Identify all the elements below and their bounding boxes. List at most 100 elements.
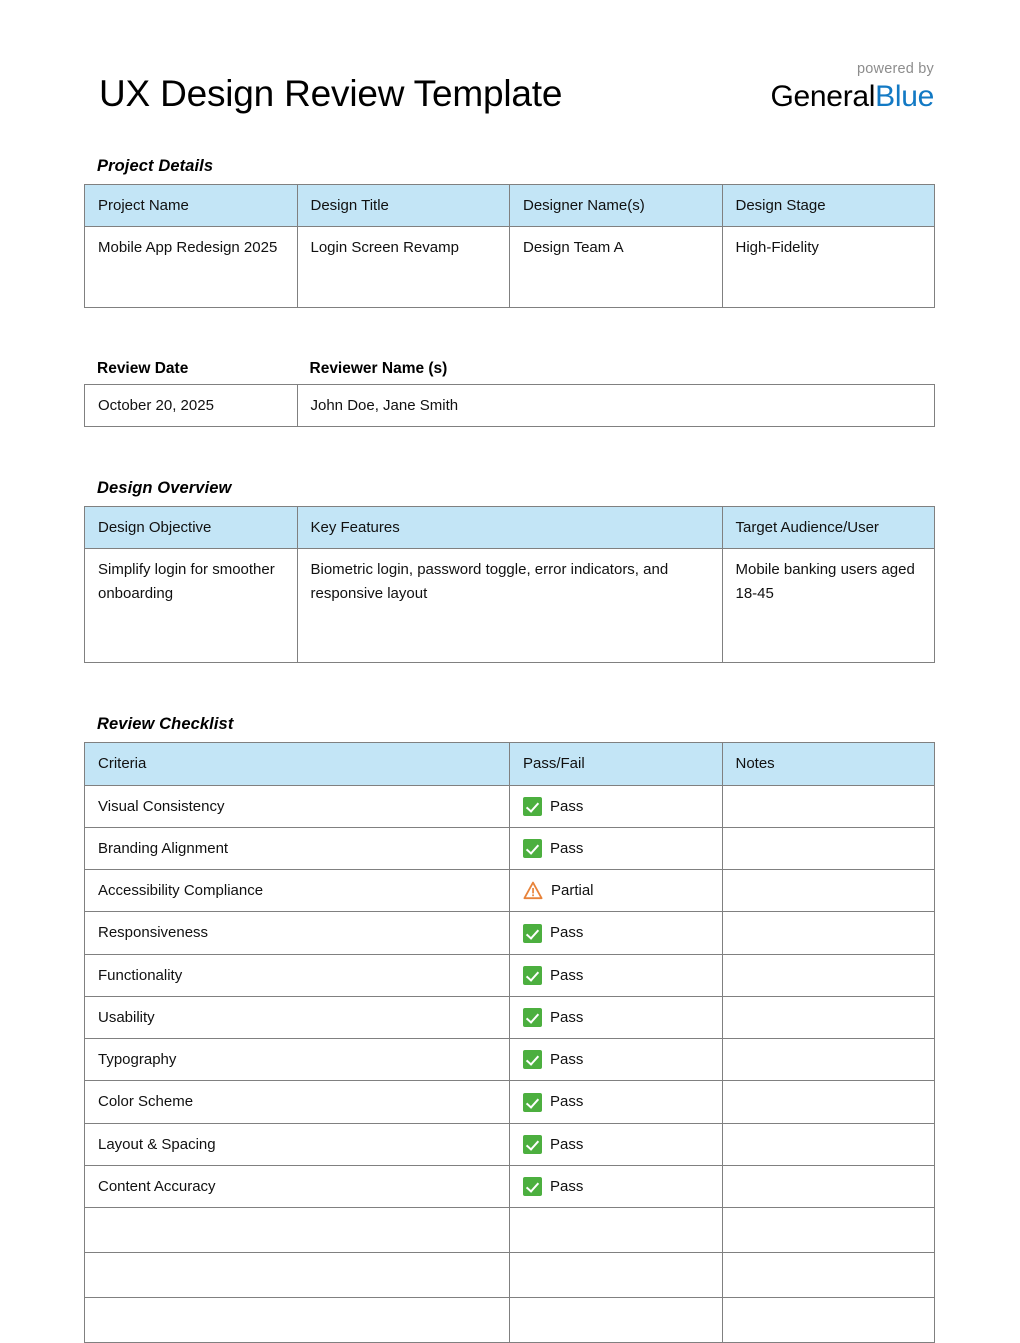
column-header-target-audience: Target Audience/User bbox=[721, 506, 935, 550]
status-badge: Pass bbox=[523, 1048, 710, 1071]
cell-designer-names[interactable]: Design Team A bbox=[509, 225, 723, 308]
cell-target-audience[interactable]: Mobile banking users aged 18-45 bbox=[721, 548, 935, 664]
cell-criteria[interactable]: Accessibility Compliance bbox=[84, 869, 510, 913]
cell-status[interactable]: Pass bbox=[509, 784, 723, 828]
status-label: Pass bbox=[550, 1177, 584, 1195]
cell-criteria[interactable]: Branding Alignment bbox=[84, 826, 510, 871]
review-info-section: Review Date Reviewer Name (s) October 20… bbox=[0, 359, 1020, 428]
brand-wordmark-blue: Blue bbox=[875, 79, 934, 113]
column-header-design-stage: Design Stage bbox=[721, 183, 935, 227]
check-icon bbox=[523, 796, 542, 816]
cell-notes[interactable] bbox=[721, 784, 935, 828]
cell-notes[interactable] bbox=[721, 1122, 935, 1166]
cell-status[interactable]: Pass bbox=[509, 995, 723, 1040]
cell-status[interactable]: Pass bbox=[509, 826, 723, 871]
cell-notes[interactable] bbox=[721, 1297, 935, 1343]
project-details-section: Project Details Project Name Design Titl… bbox=[0, 157, 1020, 308]
check-icon bbox=[523, 923, 542, 943]
cell-status[interactable]: Pass bbox=[509, 1122, 723, 1166]
cell-criteria[interactable]: Usability bbox=[84, 995, 510, 1040]
cell-reviewer-names[interactable]: John Doe, Jane Smith bbox=[296, 383, 935, 428]
table-row: Simplify login for smoother onboarding B… bbox=[84, 548, 935, 664]
cell-criteria[interactable] bbox=[84, 1207, 510, 1254]
check-icon bbox=[523, 1177, 542, 1197]
cell-notes[interactable] bbox=[721, 1252, 935, 1299]
table-row: Layout & Spacing Pass bbox=[84, 1122, 935, 1166]
table-row: Functionality Pass bbox=[84, 953, 935, 997]
cell-criteria[interactable] bbox=[84, 1252, 510, 1299]
column-header-project-name: Project Name bbox=[84, 183, 298, 227]
brand-wordmark: GeneralBlue bbox=[770, 79, 935, 113]
cell-criteria[interactable]: Responsiveness bbox=[84, 911, 510, 955]
cell-criteria[interactable]: Content Accuracy bbox=[84, 1164, 510, 1209]
review-info-table: October 20, 2025 John Doe, Jane Smith bbox=[84, 383, 935, 428]
cell-notes[interactable] bbox=[721, 1038, 935, 1082]
warning-icon bbox=[523, 881, 543, 900]
status-label: Pass bbox=[550, 1135, 584, 1153]
design-overview-section: Design Overview Design Objective Key Fea… bbox=[0, 479, 1020, 664]
review-checklist-body: Visual Consistency Pass Branding Alignment… bbox=[84, 784, 935, 1343]
column-header-criteria: Criteria bbox=[84, 742, 510, 786]
table-header-row: Project Name Design Title Designer Name(… bbox=[84, 183, 935, 227]
cell-notes[interactable] bbox=[721, 869, 935, 913]
table-row: Branding Alignment Pass bbox=[84, 826, 935, 871]
check-icon bbox=[523, 1008, 542, 1028]
cell-status[interactable]: Pass bbox=[509, 911, 723, 955]
cell-notes[interactable] bbox=[721, 826, 935, 871]
status-label: Pass bbox=[550, 966, 584, 984]
cell-status[interactable] bbox=[509, 1252, 723, 1299]
review-checklist-heading: Review Checklist bbox=[97, 715, 234, 734]
cell-status[interactable]: Pass bbox=[509, 1038, 723, 1082]
table-row: Content Accuracy Pass bbox=[84, 1164, 935, 1209]
cell-status[interactable] bbox=[509, 1297, 723, 1343]
cell-criteria[interactable] bbox=[84, 1297, 510, 1343]
check-icon bbox=[523, 965, 542, 985]
table-row: Accessibility Compliance Partial bbox=[84, 869, 935, 913]
cell-criteria[interactable]: Typography bbox=[84, 1038, 510, 1082]
table-row: Usability Pass bbox=[84, 995, 935, 1040]
cell-notes[interactable] bbox=[721, 995, 935, 1040]
brand-wordmark-general: General bbox=[770, 79, 876, 113]
cell-criteria[interactable]: Layout & Spacing bbox=[84, 1122, 510, 1166]
cell-status[interactable]: Pass bbox=[509, 1080, 723, 1124]
table-row bbox=[84, 1252, 935, 1299]
review-checklist-table: Criteria Pass/Fail Notes Visual Consiste… bbox=[84, 742, 935, 1343]
column-header-designer-names: Designer Name(s) bbox=[509, 183, 723, 227]
cell-criteria[interactable]: Color Scheme bbox=[84, 1080, 510, 1124]
label-review-date: Review Date bbox=[97, 359, 189, 377]
cell-notes[interactable] bbox=[721, 1164, 935, 1209]
cell-notes[interactable] bbox=[721, 1207, 935, 1254]
cell-project-name[interactable]: Mobile App Redesign 2025 bbox=[84, 225, 298, 308]
cell-status[interactable]: Pass bbox=[509, 953, 723, 997]
document-header: UX Design Review Template powered by Gen… bbox=[0, 0, 1020, 115]
project-details-heading: Project Details bbox=[97, 156, 214, 175]
cell-criteria[interactable]: Functionality bbox=[84, 953, 510, 997]
design-overview-heading: Design Overview bbox=[97, 479, 232, 498]
cell-key-features[interactable]: Biometric login, password toggle, error … bbox=[296, 548, 723, 664]
check-icon bbox=[523, 839, 542, 859]
status-badge: Pass bbox=[523, 964, 710, 987]
status-label: Pass bbox=[550, 1051, 584, 1069]
cell-notes[interactable] bbox=[721, 911, 935, 955]
cell-criteria[interactable]: Visual Consistency bbox=[84, 784, 510, 828]
column-header-notes: Notes bbox=[721, 742, 935, 786]
cell-status[interactable]: Pass bbox=[509, 1164, 723, 1209]
project-details-table: Project Name Design Title Designer Name(… bbox=[84, 183, 935, 308]
cell-review-date[interactable]: October 20, 2025 bbox=[84, 383, 298, 428]
cell-notes[interactable] bbox=[721, 953, 935, 997]
status-badge: Pass bbox=[523, 1133, 710, 1156]
cell-design-title[interactable]: Login Screen Revamp bbox=[296, 225, 510, 308]
table-header-row: Design Objective Key Features Target Aud… bbox=[84, 506, 935, 550]
status-label: Pass bbox=[550, 797, 584, 815]
cell-status[interactable]: Partial bbox=[509, 869, 723, 913]
cell-design-objective[interactable]: Simplify login for smoother onboarding bbox=[84, 548, 298, 664]
cell-status[interactable] bbox=[509, 1207, 723, 1254]
table-row: Visual Consistency Pass bbox=[84, 784, 935, 828]
cell-design-stage[interactable]: High-Fidelity bbox=[721, 225, 935, 308]
check-icon bbox=[523, 1092, 542, 1112]
status-badge: Pass bbox=[523, 1175, 710, 1198]
powered-by-label: powered by bbox=[857, 61, 934, 77]
cell-notes[interactable] bbox=[721, 1080, 935, 1124]
table-row bbox=[84, 1297, 935, 1343]
